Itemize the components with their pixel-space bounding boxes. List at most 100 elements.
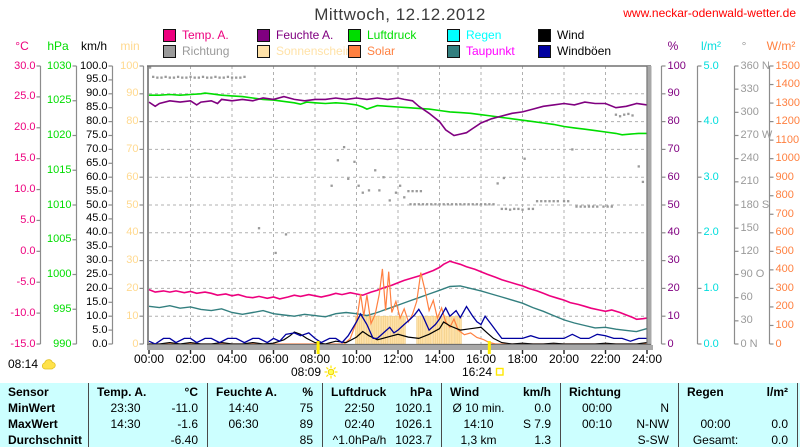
sunshine-bar [446, 315, 450, 345]
table-value-cell: -6.40 [170, 433, 198, 447]
wind-direction-dot [540, 200, 543, 203]
current-time-label: 08:14 [8, 357, 39, 371]
wind-direction-dot [425, 203, 429, 206]
wind-direction-dot [388, 199, 391, 202]
table-time-cell: Gesamt: [692, 433, 739, 447]
sunshine-bar [429, 315, 433, 345]
wind-direction-dot [571, 148, 574, 151]
wind-direction-dot [618, 115, 622, 118]
plot-border-right [647, 66, 652, 350]
wind-direction-dot [181, 76, 184, 79]
wind-direction-dot [222, 76, 225, 79]
cloud-icon [41, 358, 56, 369]
wind-direction-dot [523, 157, 526, 160]
table-time-cell: 22:50 [344, 401, 375, 415]
wind-direction-dot [535, 200, 539, 203]
series-line-windb-en [148, 305, 647, 345]
wind-direction-dot [413, 203, 416, 206]
table-value-cell: 0.0 [771, 433, 788, 447]
wind-direction-dot [185, 76, 188, 79]
wind-direction-dot [455, 203, 458, 206]
table-value-cell: 0.0 [534, 401, 551, 415]
table-col-unit: °C [184, 385, 198, 399]
wind-direction-dot [575, 205, 578, 208]
table-time-cell: 00:10 [581, 417, 613, 431]
table-value-cell: 1026.1 [395, 417, 432, 431]
wind-direction-dot [417, 203, 420, 206]
table-separator [560, 383, 561, 447]
table-value-cell: N-NW [636, 417, 669, 431]
website-link[interactable]: www.neckar-odenwald-wetter.de [623, 6, 796, 20]
wind-direction-dot [374, 169, 377, 172]
wind-direction-dot [398, 184, 402, 187]
table-time-cell: 23:30 [110, 401, 141, 415]
wind-direction-dot [508, 208, 512, 211]
wind-direction-dot [235, 76, 238, 79]
table-time-cell: ^1.0hPa/h [332, 433, 387, 447]
wind-direction-dot [531, 207, 535, 211]
wind-direction-dot [623, 113, 626, 116]
wind-direction-dot [496, 182, 499, 185]
wind-direction-dot [193, 76, 196, 79]
table-time-cell: 1,3 km [460, 433, 497, 447]
table-col-header: Luftdruck [331, 385, 387, 399]
wind-direction-dot [197, 76, 200, 79]
table-value-cell: 75 [299, 401, 313, 415]
wind-direction-dot [556, 200, 559, 203]
sunshine-bar [361, 315, 365, 345]
table-value-cell: -1.6 [177, 417, 198, 431]
sunrise-time-label: 08:09 [291, 365, 322, 379]
wind-direction-dot [596, 205, 599, 208]
wind-direction-dot [602, 205, 605, 208]
wind-direction-dot [459, 203, 462, 206]
table-value-cell: 89 [299, 417, 313, 431]
wind-direction-dot [214, 75, 217, 79]
table-value-cell: 85 [299, 433, 313, 447]
sunrise-marker: 08:09 [291, 365, 338, 379]
wind-direction-dot [471, 203, 474, 206]
sunshine-bar [402, 315, 406, 345]
sunset-marker: 16:24 [462, 365, 505, 379]
table-time-cell: Ø 10 min. [452, 401, 505, 415]
wind-direction-dot [438, 203, 441, 206]
wind-direction-dot [160, 76, 163, 79]
wind-direction-dot [394, 191, 398, 194]
wind-direction-dot [239, 76, 242, 79]
wind-direction-dot [641, 180, 645, 184]
wind-direction-dot [552, 200, 555, 203]
table-separator [797, 383, 798, 447]
wind-direction-dot [148, 66, 152, 69]
wind-direction-dot [442, 203, 445, 206]
table-col-unit: % [302, 385, 313, 399]
wind-direction-dot [407, 190, 410, 193]
wind-direction-dot [637, 165, 640, 168]
table-separator [207, 383, 208, 447]
wind-direction-dot [230, 76, 234, 79]
wind-direction-dot [201, 75, 205, 79]
wind-direction-dot [434, 203, 437, 206]
wind-direction-dot [274, 251, 277, 255]
wind-direction-dot [527, 207, 530, 211]
wind-direction-dot [631, 114, 634, 117]
summary-table: Sensor MinWert MaxWert Durchschnitt Temp. A.… [0, 383, 800, 447]
wind-direction-dot [156, 76, 159, 79]
table-time-cell: 14:40 [228, 401, 259, 415]
table-value-cell: 1023.7 [395, 433, 432, 447]
wind-direction-dot [583, 205, 586, 208]
wind-direction-dot [330, 184, 333, 187]
wind-direction-dot [488, 203, 491, 206]
wind-direction-dot [342, 145, 346, 149]
table-time-cell: 14:10 [463, 417, 494, 431]
table-separator [678, 383, 679, 447]
wind-direction-dot [168, 76, 171, 79]
table-time-cell: 00:00 [581, 401, 613, 415]
table-col-header: Richtung [569, 385, 621, 399]
wind-direction-dot [243, 75, 246, 79]
table-value-cell: 0.0 [771, 417, 788, 431]
table-value-cell: S-SW [637, 433, 669, 447]
series-line-luftdruck [149, 92, 647, 136]
wind-direction-dot [562, 200, 566, 203]
wind-direction-dot [500, 207, 503, 211]
